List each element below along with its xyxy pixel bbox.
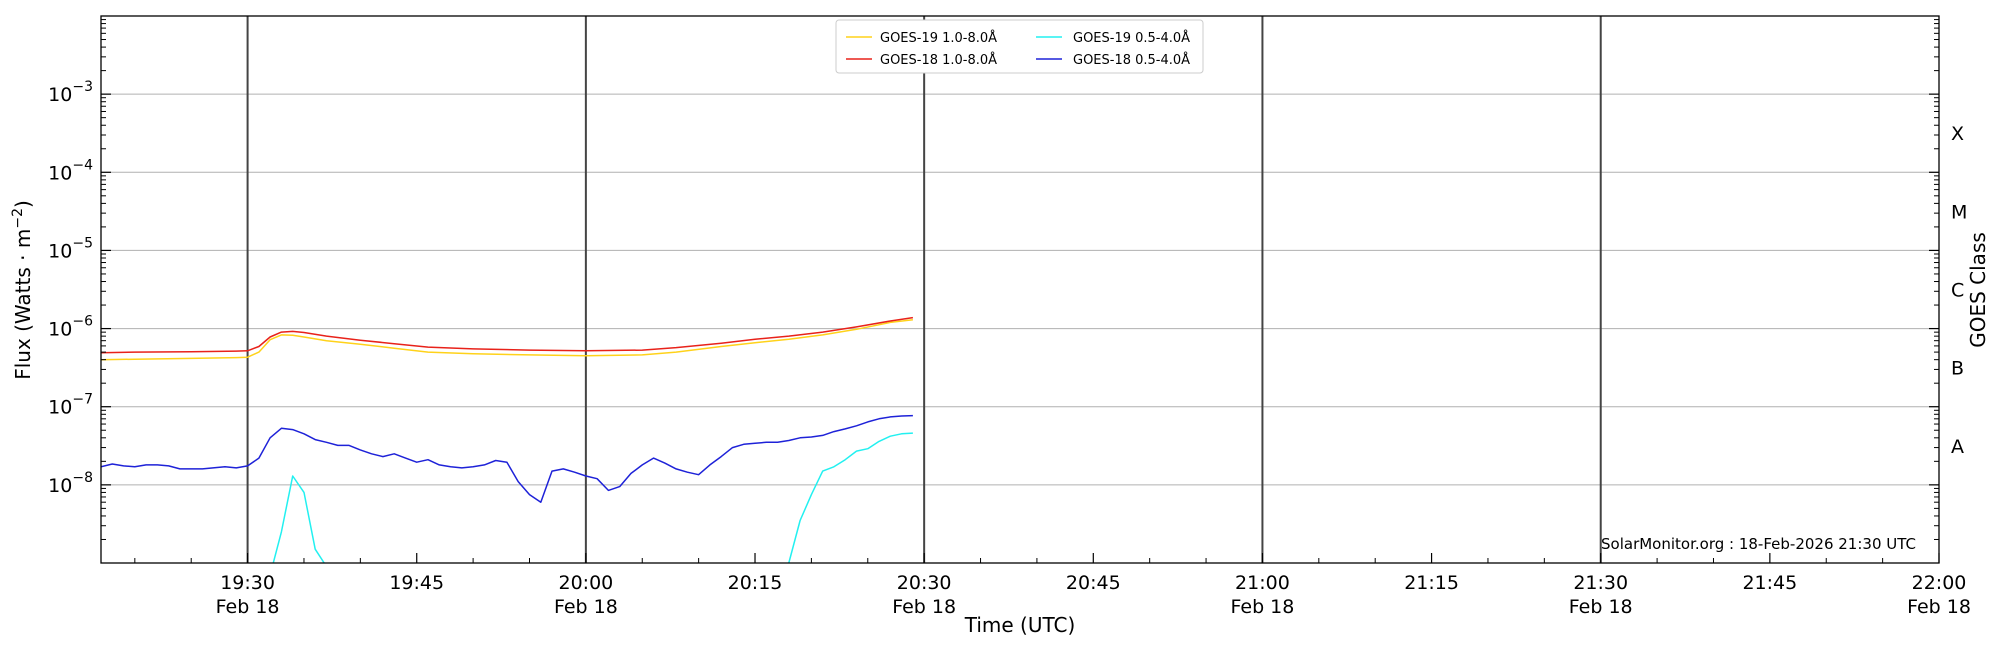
y-tick-label: 10−8 <box>48 470 93 497</box>
y-axis-title-exponent: −2 <box>10 208 26 229</box>
series-line-0 <box>101 318 913 361</box>
y-tick-label: 10−6 <box>48 314 93 341</box>
y-axis-title: Flux (Watts · m−2) <box>10 200 35 380</box>
x-tick-date-label: Feb 18 <box>554 596 618 618</box>
legend: GOES-19 1.0-8.0Å GOES-18 1.0-8.0Å GOES-1… <box>835 19 1204 74</box>
x-tick-label: 20:45 <box>1066 572 1121 594</box>
legend-label-goes18-short: GOES-18 0.5-4.0Å <box>1073 52 1190 68</box>
x-tick-label: 20:00 <box>558 572 613 594</box>
plot-background <box>101 16 1939 563</box>
y-tick-label: 10−4 <box>48 157 93 184</box>
x-tick-label: 21:30 <box>1573 572 1628 594</box>
x-tick-label: 22:00 <box>1912 572 1967 594</box>
series-line-1 <box>101 316 914 354</box>
y-tick-label: 10−3 <box>48 79 93 106</box>
y-axis-title-close: ) <box>11 200 35 208</box>
axis-ticks <box>101 19 1940 563</box>
y-tick-labels: 10−8 10−7 10−6 10−5 10−4 10−3 <box>48 79 93 497</box>
x-axis-title: Time (UTC) <box>964 613 1076 637</box>
goes-class-label: C <box>1951 280 1964 302</box>
x-tick-date-label: Feb 18 <box>892 596 956 618</box>
x-tick-date-label: Feb 18 <box>1907 596 1971 618</box>
x-tick-label: 19:45 <box>389 572 444 594</box>
legend-box <box>835 19 1204 74</box>
x-tick-date-label: Feb 18 <box>216 596 280 618</box>
x-tick-date-label: Feb 18 <box>1569 596 1633 618</box>
plot-frame <box>100 15 1940 564</box>
grid-lines <box>101 93 1939 486</box>
x-tick-label: 21:15 <box>1404 572 1459 594</box>
goes-class-label: X <box>1951 123 1964 145</box>
footer-credit: SolarMonitor.org : 18-Feb-2026 21:30 UTC <box>1601 535 1916 553</box>
legend-label-goes19-long: GOES-19 1.0-8.0Å <box>880 30 997 46</box>
data-series <box>101 316 914 563</box>
x-tick-label: 21:00 <box>1235 572 1290 594</box>
goes-class-label: M <box>1951 201 1967 223</box>
legend-label-goes19-short: GOES-19 0.5-4.0Å <box>1073 30 1190 46</box>
goes-class-label: A <box>1951 436 1964 458</box>
right-axis-title: GOES Class <box>1966 232 1990 348</box>
legend-label-goes18-long: GOES-18 1.0-8.0Å <box>880 52 997 68</box>
series-line-2 <box>272 432 913 563</box>
series-line-3 <box>101 414 913 503</box>
x-tick-label: 20:15 <box>728 572 783 594</box>
y-axis-title-main: Flux (Watts · m <box>11 229 35 380</box>
goes-class-labels: A B C M X <box>1951 123 1967 458</box>
y-tick-label: 10−5 <box>48 235 93 262</box>
x-tick-date-label: Feb 18 <box>1231 596 1295 618</box>
x-tick-label: 19:30 <box>220 572 275 594</box>
x-tick-label: 20:30 <box>897 572 952 594</box>
goes-class-label: B <box>1951 358 1964 380</box>
x-tick-label: 21:45 <box>1742 572 1797 594</box>
vertical-time-markers <box>246 16 1602 563</box>
y-tick-label: 10−7 <box>48 392 93 419</box>
